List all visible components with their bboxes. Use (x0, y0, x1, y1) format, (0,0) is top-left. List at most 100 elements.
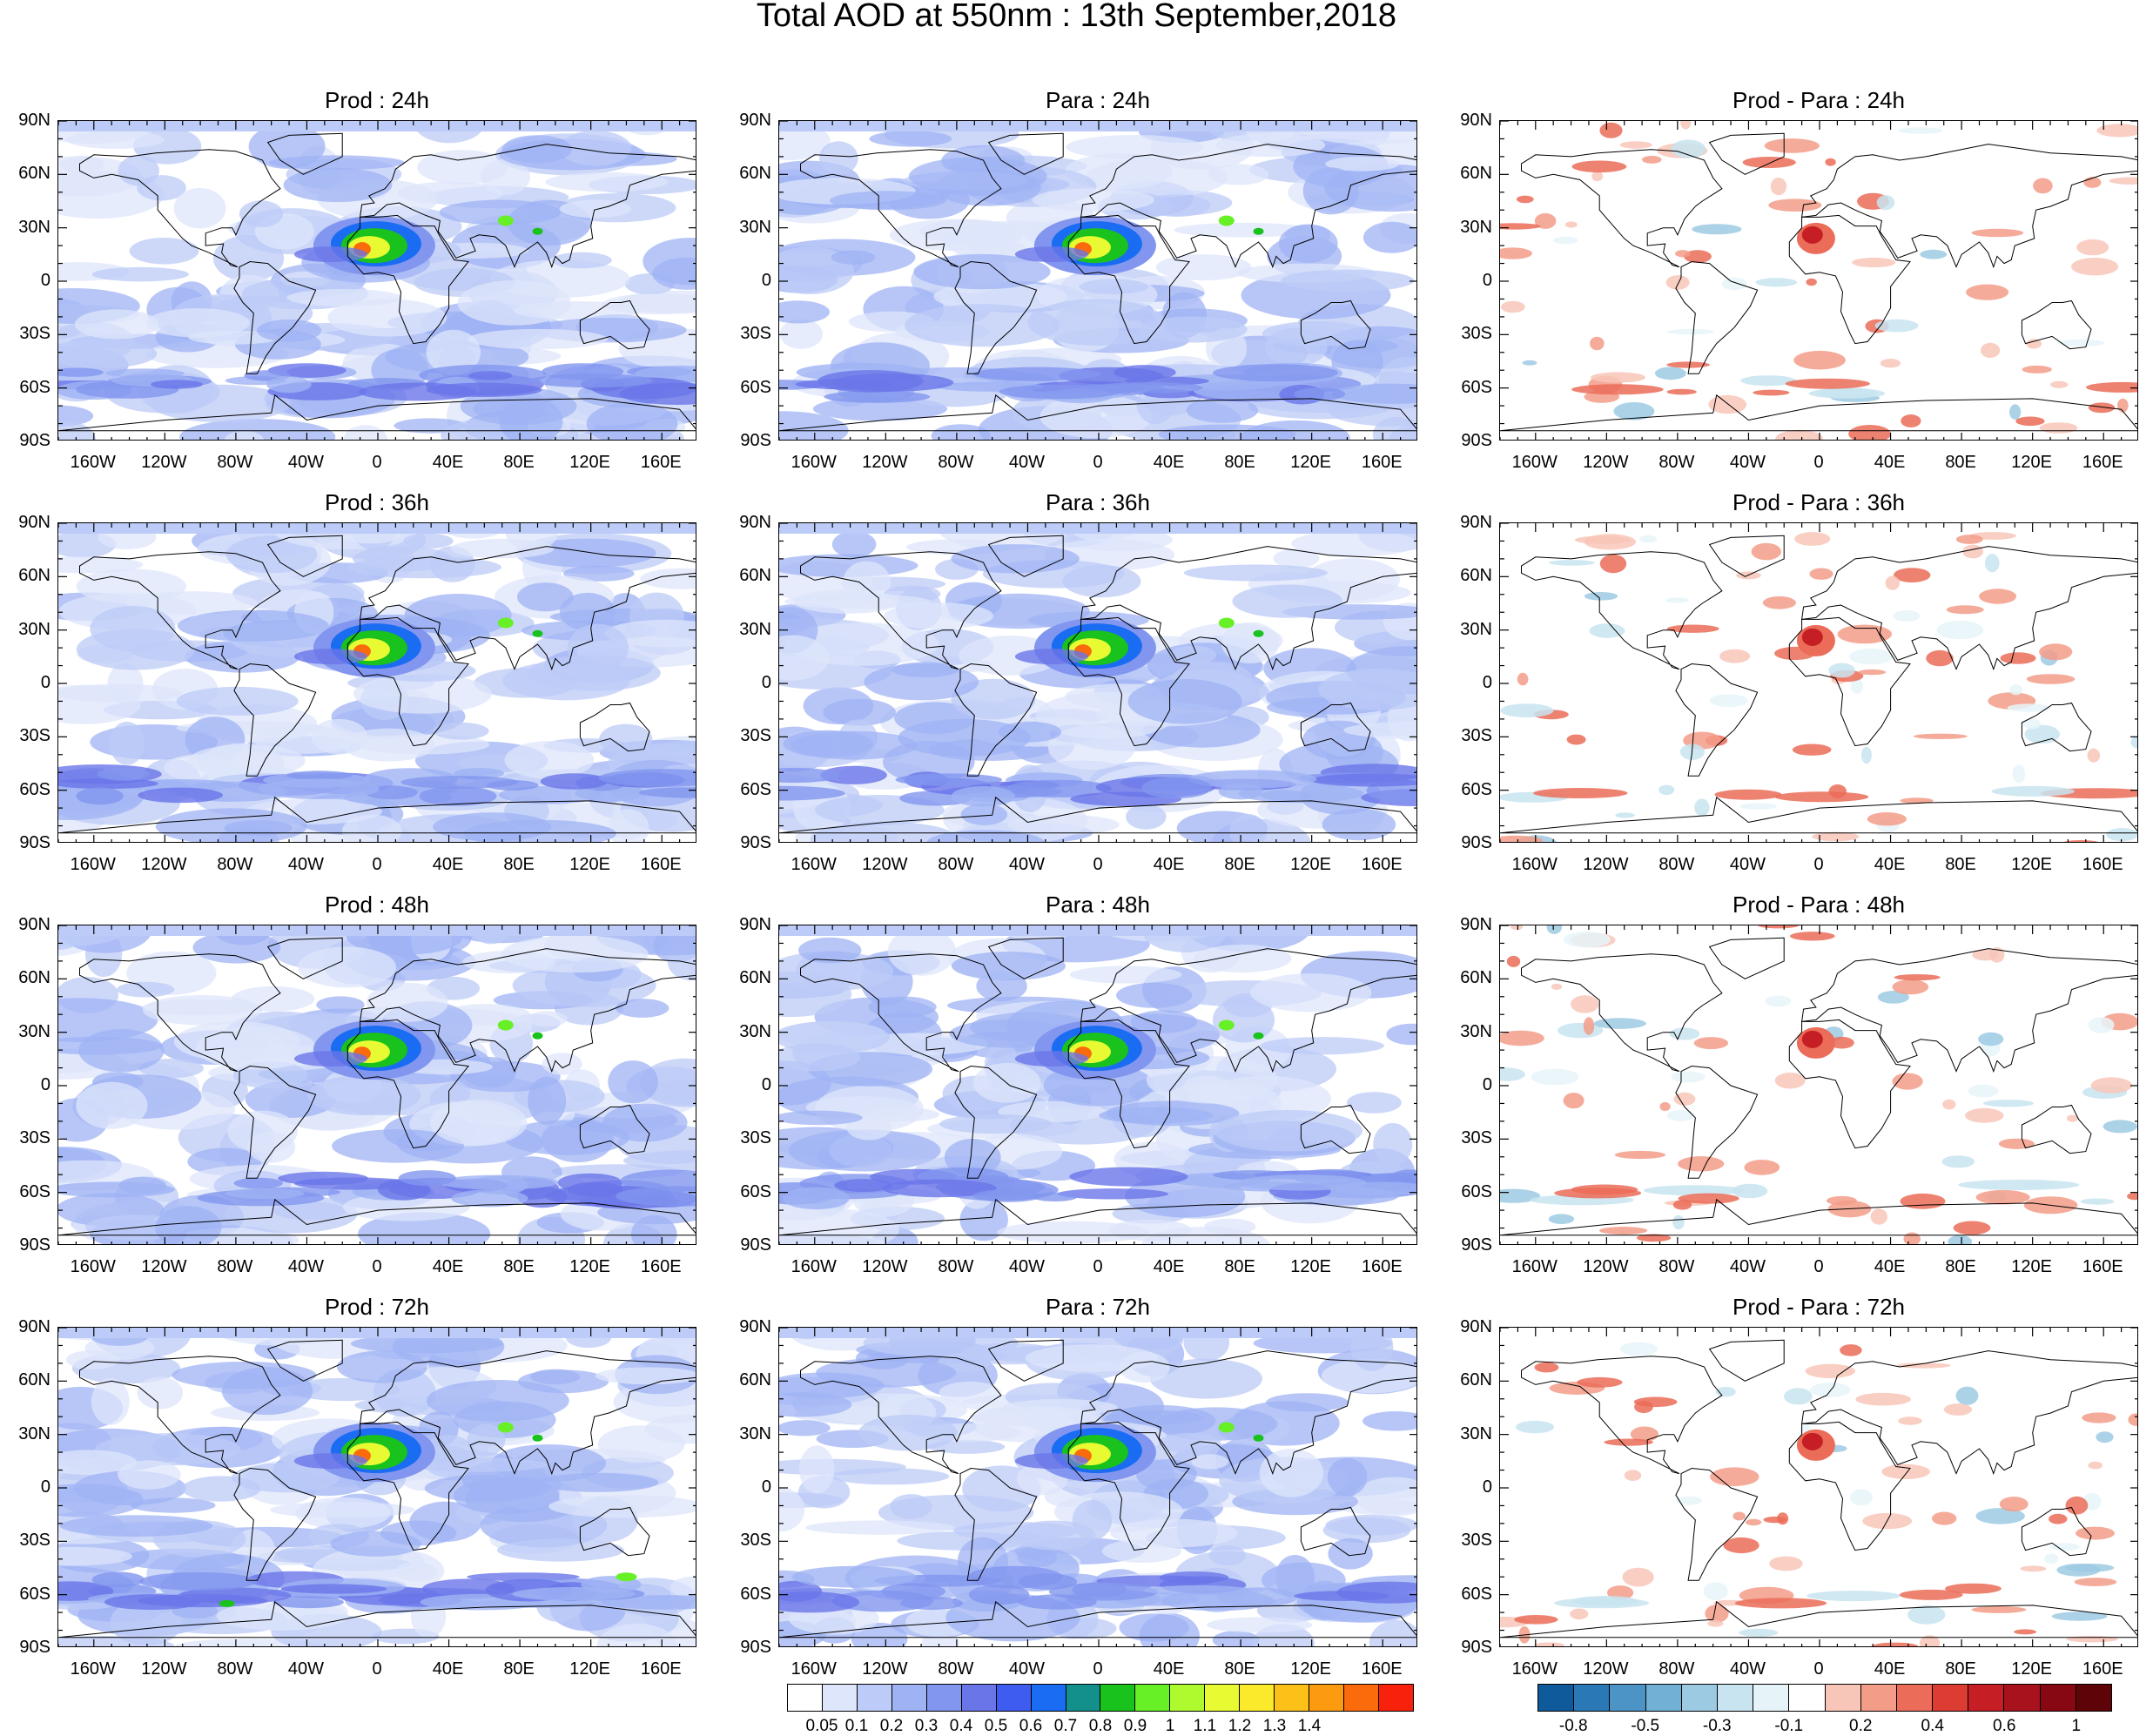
colorbar-swatch (1753, 1685, 1790, 1711)
lat-tick-label: 60S (740, 1181, 771, 1201)
colorbar-swatch (2076, 1685, 2111, 1711)
panel-title: Para : 36h (1046, 489, 1150, 515)
lon-tick-label: 40W (1008, 1659, 1045, 1679)
lat-tick-label: 30S (740, 1128, 771, 1148)
colorbar-swatch (1717, 1685, 1754, 1711)
lon-tick-label: 160E (2082, 1659, 2123, 1679)
aod-colorbar-label: 0.7 (1053, 1717, 1078, 1735)
lat-tick-label: 30N (739, 1423, 771, 1443)
lon-tick-label: 40W (1008, 1257, 1045, 1276)
diff-colorbar-label: 1 (2071, 1717, 2082, 1735)
aod-colorbar-label: 0.2 (879, 1717, 904, 1735)
panel-title: Para : 24h (1046, 87, 1150, 113)
lon-tick-label: 160W (791, 1659, 837, 1679)
lat-tick-label: 0 (761, 1477, 771, 1497)
map-panel-para-36h: Para : 36h 90N 60N 30N 0 30S 60S 90S 160W 120W 80… (739, 489, 1417, 874)
lon-tick-label: 80E (1945, 1659, 1976, 1679)
lon-tick-label: 160W (791, 453, 837, 472)
lon-tick-label: 0 (1093, 1257, 1103, 1276)
coastlines (779, 1339, 1416, 1638)
lon-tick-label: 80W (938, 453, 974, 472)
lat-tick-label: 30S (19, 1128, 50, 1148)
lat-tick-label: 30S (740, 726, 771, 746)
lon-tick-label: 120W (141, 855, 187, 874)
panel-title: Prod - Para : 24h (1732, 87, 1905, 113)
lon-tick-label: 40W (1729, 1257, 1766, 1276)
lat-tick-label: 30S (740, 324, 771, 344)
coastlines (779, 937, 1416, 1236)
lon-tick-label: 80W (1658, 453, 1695, 472)
lat-tick-label: 30N (739, 217, 771, 237)
map-svg (1500, 523, 2137, 842)
coastlines (779, 535, 1416, 834)
lat-tick-label: 30S (19, 1531, 50, 1551)
lat-tick-label: 30N (1460, 1423, 1492, 1443)
lon-tick-label: 160W (70, 855, 116, 874)
aod-colorbar-label: 0.1 (844, 1717, 869, 1735)
map-plot-area (778, 925, 1417, 1245)
lon-tick-label: 0 (1093, 855, 1103, 874)
map-panel-para-72h: Para : 72h 90N 60N 30N 0 30S 60S 90S 160W 120W 80… (739, 1294, 1417, 1679)
lon-tick-label: 160W (70, 453, 116, 472)
lon-tick-label: 160W (791, 1257, 837, 1276)
colorbar-swatch (822, 1685, 858, 1711)
lat-tick-label: 30N (18, 217, 50, 237)
lon-tick-label: 40W (287, 453, 324, 472)
lat-tick-label: 90S (1461, 833, 1492, 852)
lat-tick-label: 60S (1461, 1181, 1492, 1201)
lon-tick-label: 80E (1224, 1257, 1255, 1276)
colorbar-swatch (1610, 1685, 1646, 1711)
lon-tick-label: 120W (141, 453, 187, 472)
lon-tick-label: 120W (1583, 453, 1629, 472)
lat-tick-label: 60N (739, 968, 771, 988)
lat-tick-label: 90S (740, 1235, 771, 1255)
lat-tick-label: 90N (739, 111, 771, 130)
coastlines (1500, 535, 2137, 834)
lon-tick-label: 120E (2011, 1257, 2053, 1276)
lon-tick-label: 160E (1361, 1257, 1403, 1276)
lat-tick-label: 60N (1460, 164, 1492, 184)
aod-colorbar-label: 0.05 (805, 1717, 838, 1735)
lon-tick-label: 0 (1093, 1659, 1103, 1679)
diff-colorbar-label: 0.6 (1993, 1717, 2016, 1735)
aod-colorbar-label: 0.6 (1019, 1717, 1043, 1735)
map-plot-area (1499, 120, 2138, 441)
lon-tick-label: 160E (1361, 855, 1403, 874)
map-svg (1500, 925, 2137, 1244)
map-plot-area (57, 1327, 696, 1647)
lon-tick-label: 160W (1511, 1659, 1558, 1679)
lon-tick-label: 80W (1658, 1659, 1695, 1679)
lon-tick-label: 120E (569, 1659, 611, 1679)
lat-tick-label: 60N (1460, 968, 1492, 988)
lon-tick-label: 120W (141, 1659, 187, 1679)
lon-tick-label: 40E (1874, 453, 1906, 472)
colorbar-swatch (1031, 1685, 1066, 1711)
colorbar-swatch (1933, 1685, 1969, 1711)
colorbar-swatch (926, 1685, 962, 1711)
colorbar-swatch (1378, 1685, 1413, 1711)
lon-tick-label: 80W (217, 453, 253, 472)
lat-tick-label: 90S (19, 1638, 50, 1657)
lon-tick-label: 160E (640, 855, 682, 874)
lon-tick-label: 40E (432, 453, 464, 472)
coastlines (1500, 1339, 2137, 1638)
lat-tick-label: 90N (739, 1317, 771, 1336)
lon-tick-label: 40E (1153, 1659, 1185, 1679)
lon-tick-label: 0 (372, 453, 382, 472)
lat-tick-label: 30N (1460, 217, 1492, 237)
map-plot-area (57, 522, 696, 843)
lat-tick-label: 90N (1460, 513, 1492, 532)
lon-tick-label: 80E (1945, 453, 1976, 472)
lon-tick-label: 120E (1290, 855, 1332, 874)
map-svg (779, 1328, 1416, 1646)
colorbar-swatch (1100, 1685, 1136, 1711)
map-plot-area (778, 522, 1417, 843)
map-svg (58, 523, 696, 842)
lon-tick-label: 160W (1511, 1257, 1558, 1276)
lat-tick-label: 0 (1482, 673, 1492, 692)
map-plot-area (1499, 925, 2138, 1245)
lat-tick-label: 60S (1461, 779, 1492, 799)
lon-tick-label: 120E (1290, 1257, 1332, 1276)
colorbar-swatch (1825, 1685, 1861, 1711)
colorbar-swatch (1681, 1685, 1718, 1711)
